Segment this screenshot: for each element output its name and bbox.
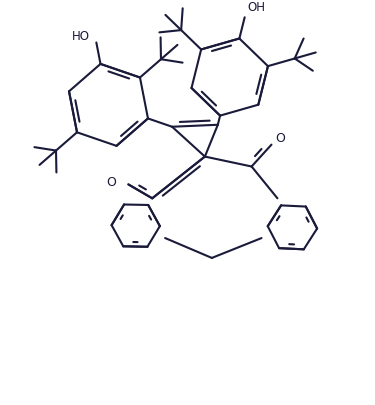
Text: O: O (276, 132, 285, 145)
Text: OH: OH (247, 1, 265, 14)
Text: HO: HO (72, 30, 90, 43)
Text: O: O (106, 176, 117, 189)
